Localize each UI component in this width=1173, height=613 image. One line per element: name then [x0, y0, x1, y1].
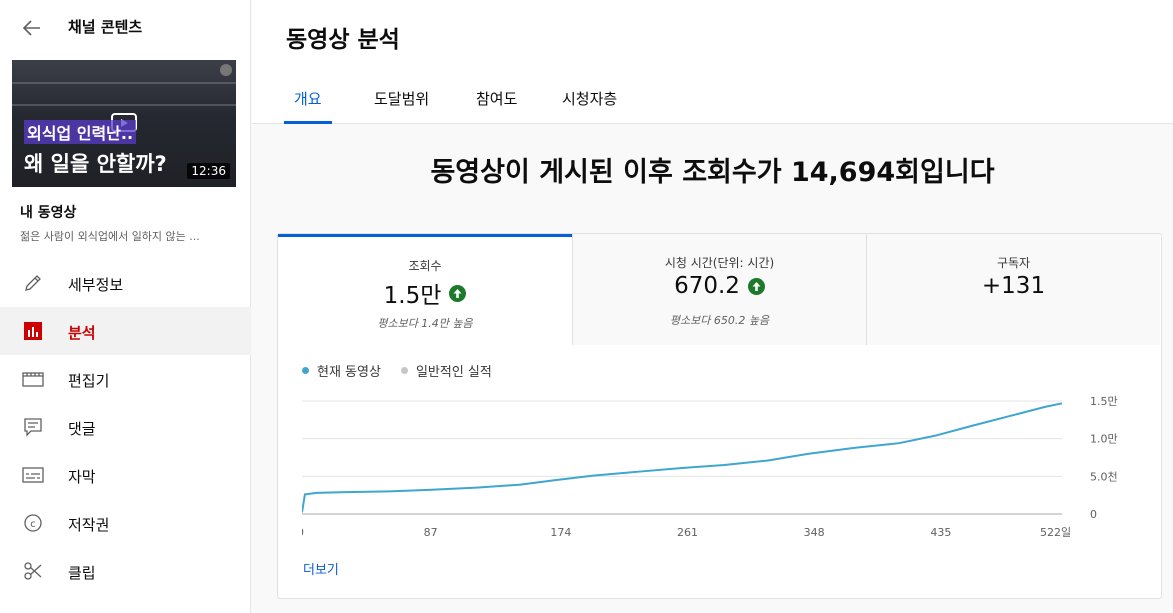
sidebar-item-label: 저작권 — [68, 516, 110, 534]
metric-tabs: 조회수 1.5만 평소보다 1.4만 높음 시청 시간(단위: 시간) 670.… — [278, 234, 1161, 345]
headline-prefix: 동영상이 게시된 이후 조회수가 — [430, 157, 791, 188]
page-title: 동영상 분석 — [286, 27, 400, 53]
headline-suffix: 회입니다 — [895, 157, 995, 188]
metric-label: 구독자 — [996, 256, 1031, 270]
x-tick-label: 174 — [550, 526, 571, 539]
metric-label: 조회수 — [408, 259, 442, 273]
back-arrow-icon — [22, 20, 40, 36]
sidebar-nav: 세부정보 분석 편집기 댓글 — [0, 259, 251, 595]
video-duration: 12:36 — [187, 163, 230, 179]
thumbnail-text-line1: 외식업 인력난.. — [24, 120, 137, 144]
scissors-icon — [22, 560, 44, 582]
tab-reach[interactable]: 도달범위 — [374, 72, 474, 124]
tab-audience[interactable]: 시청자층 — [560, 72, 660, 124]
headline-count: 14,694 — [790, 157, 896, 188]
tab-label: 개요 — [294, 90, 322, 108]
tab-label: 시청자층 — [562, 90, 618, 108]
metric-value: 670.2 — [674, 273, 740, 299]
sidebar-item-label: 자막 — [68, 468, 96, 486]
sidebar-item-analytics[interactable]: 분석 — [0, 307, 251, 355]
legend-dot — [400, 367, 408, 374]
arrow-up-icon — [747, 277, 765, 295]
video-description: 젊은 사람이 외식업에서 일하지 않는 ... — [20, 230, 200, 243]
x-tick-label: 435 — [930, 526, 951, 539]
metric-value-row: +131 — [867, 273, 1160, 299]
y-tick-label: 5.0천 — [1090, 469, 1118, 483]
metric-views[interactable]: 조회수 1.5만 평소보다 1.4만 높음 — [278, 234, 572, 345]
sidebar-item-clips[interactable]: 클립 — [0, 547, 251, 595]
metric-label: 시청 시간(단위: 시간) — [664, 256, 775, 270]
svg-text:c: c — [30, 519, 36, 530]
y-tick-label: 0 — [1090, 508, 1097, 521]
legend-label: 현재 동영상 — [317, 365, 381, 380]
back-button[interactable] — [18, 14, 46, 42]
sidebar-item-label: 편집기 — [68, 372, 110, 390]
y-tick-label: 1.0만 — [1090, 433, 1118, 446]
sidebar-item-label: 클립 — [68, 564, 96, 582]
metric-watch-time[interactable]: 시청 시간(단위: 시간) 670.2 평소보다 650.2 높음 — [572, 234, 866, 345]
metric-comparison: 평소보다 650.2 높음 — [669, 314, 770, 327]
analytics-icon — [22, 320, 44, 342]
x-tick-label: 261 — [677, 526, 698, 539]
sidebar-item-copyright[interactable]: c 저작권 — [0, 499, 251, 547]
tab-label: 참여도 — [476, 90, 518, 108]
see-more-link[interactable]: 더보기 — [303, 563, 339, 578]
legend-item-current[interactable]: 현재 동영상 — [302, 361, 381, 380]
sidebar-item-editor[interactable]: 편집기 — [0, 355, 251, 403]
pencil-icon — [22, 272, 44, 294]
x-tick-label: 87 — [424, 526, 438, 539]
subtitles-icon — [22, 464, 44, 486]
series-line-current-video — [302, 402, 1063, 513]
sidebar-item-label: 댓글 — [68, 420, 96, 438]
metric-subscribers[interactable]: 구독자 +131 — [866, 234, 1160, 345]
headline: 동영상이 게시된 이후 조회수가 14,694회입니다 — [252, 150, 1173, 189]
sidebar-item-label: 분석 — [68, 324, 96, 342]
active-tab-indicator — [284, 121, 332, 124]
legend-item-typical[interactable]: 일반적인 실적 — [400, 361, 492, 380]
tab-label: 도달범위 — [374, 90, 430, 108]
sidebar: 채널 콘텐츠 외식업 인력난.. 왜 일을 안할까? 12:36 내 동영상 젊… — [0, 0, 251, 613]
sidebar-title: 채널 콘텐츠 — [68, 18, 143, 36]
metric-value: +131 — [981, 273, 1046, 299]
sidebar-item-label: 세부정보 — [68, 276, 124, 294]
views-line-chart: 0 5.0천 1.0만 1.5만 0 87 174 261 348 435 522일 — [302, 395, 1118, 539]
y-tick-label: 1.5만 — [1090, 395, 1118, 408]
metric-value: 1.5만 — [383, 283, 442, 309]
analytics-header: 동영상 분석 개요 도달범위 참여도 시청자층 — [252, 0, 1173, 124]
analytics-card: 조회수 1.5만 평소보다 1.4만 높음 시청 시간(단위: 시간) 670.… — [277, 233, 1162, 599]
metric-value-row: 1.5만 — [278, 276, 572, 310]
x-tick-label: 348 — [804, 526, 825, 539]
legend-label: 일반적인 실적 — [415, 365, 492, 380]
tab-engagement[interactable]: 참여도 — [474, 72, 560, 124]
sidebar-item-details[interactable]: 세부정보 — [0, 259, 251, 307]
tab-bar: 개요 도달범위 참여도 시청자층 — [284, 72, 660, 124]
tab-overview[interactable]: 개요 — [284, 72, 374, 124]
thumbnail-text-line2: 왜 일을 안할까? — [24, 152, 167, 176]
thumbnail-decor — [12, 104, 236, 106]
thumbnail-badge-icon — [220, 64, 232, 76]
comment-icon — [22, 416, 44, 438]
thumbnail-decor — [12, 82, 236, 84]
x-tick-label: 522일 — [1040, 525, 1071, 539]
sidebar-item-comments[interactable]: 댓글 — [0, 403, 251, 451]
chart-legend: 현재 동영상 일반적인 실적 — [302, 361, 492, 380]
sidebar-item-subtitles[interactable]: 자막 — [0, 451, 251, 499]
metric-comparison: 평소보다 1.4만 높음 — [377, 317, 473, 330]
sidebar-header: 채널 콘텐츠 — [0, 0, 251, 52]
x-tick-label: 0 — [302, 526, 304, 539]
video-section-label: 내 동영상 — [20, 205, 77, 221]
metric-value-row: 670.2 — [573, 273, 866, 299]
arrow-up-icon — [449, 284, 467, 302]
legend-dot — [302, 367, 309, 374]
copyright-icon: c — [22, 512, 44, 534]
editor-icon — [22, 368, 44, 390]
main-content: 동영상 분석 개요 도달범위 참여도 시청자층 동영상이 게시된 이후 조회수가… — [252, 0, 1173, 613]
video-thumbnail[interactable]: 외식업 인력난.. 왜 일을 안할까? 12:36 — [12, 60, 236, 187]
